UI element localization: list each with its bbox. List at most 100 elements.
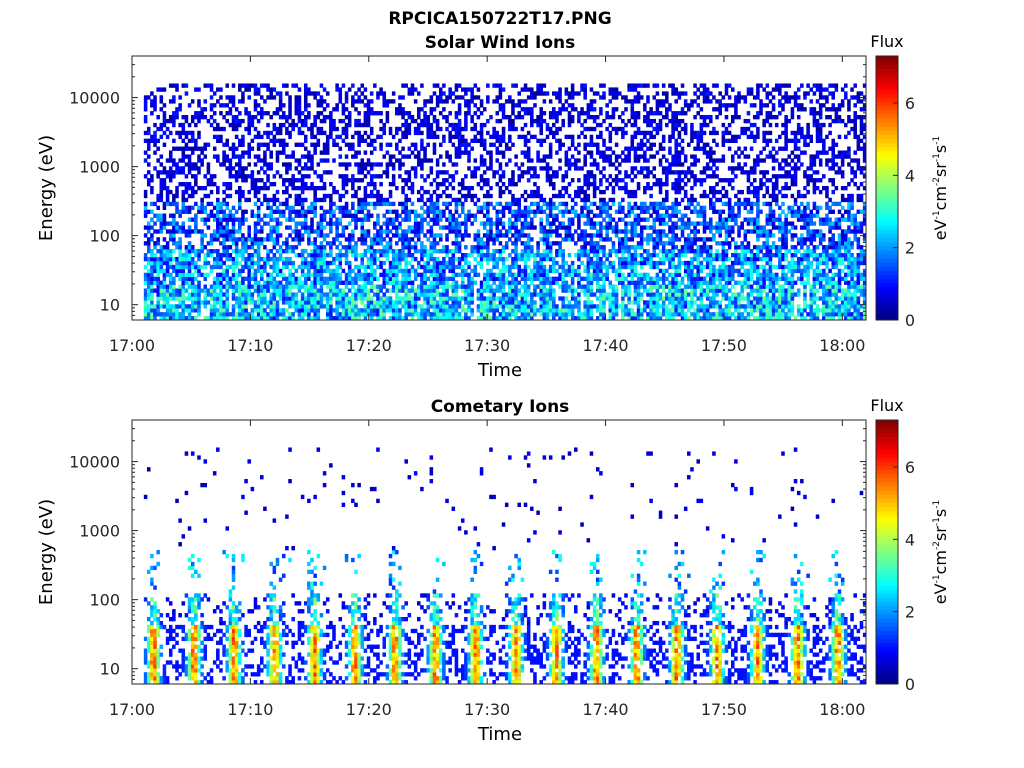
heatmap-cell: [595, 122, 600, 128]
heatmap-cell: [451, 284, 456, 289]
heatmap-cell: [216, 209, 220, 214]
heatmap-cell: [310, 158, 314, 163]
heatmap-cell: [319, 205, 324, 211]
heatmap-cell: [530, 201, 534, 207]
heatmap-cell: [442, 138, 446, 143]
heatmap-cell: [395, 225, 399, 230]
heatmap-cell: [586, 252, 591, 258]
heatmap-cell: [501, 107, 506, 112]
heatmap-cell: [467, 252, 471, 258]
heatmap-cell: [313, 249, 317, 254]
heatmap-cell: [501, 103, 506, 108]
heatmap-cell: [391, 308, 396, 313]
heatmap-cell: [272, 209, 277, 214]
heatmap-cell: [190, 130, 195, 136]
heatmap-cell: [536, 260, 540, 266]
heatmap-cell: [203, 300, 208, 305]
heatmap-cell: [391, 316, 396, 321]
heatmap-cell: [445, 237, 449, 242]
heatmap-cell: [501, 268, 506, 274]
heatmap-cell: [187, 182, 192, 187]
heatmap-cell: [438, 276, 443, 281]
heatmap-cell: [388, 162, 393, 167]
heatmap-cell: [181, 260, 186, 266]
heatmap-cell: [448, 209, 452, 214]
heatmap-cell: [260, 312, 264, 317]
heatmap-cell: [448, 296, 452, 301]
heatmap-cell: [347, 162, 352, 167]
heatmap-cell: [454, 237, 459, 242]
heatmap-cell: [470, 292, 474, 297]
heatmap-cell: [269, 280, 273, 285]
heatmap-cell: [479, 284, 484, 289]
heatmap-cell: [216, 122, 220, 128]
heatmap-cell: [209, 83, 214, 88]
heatmap-cell: [460, 272, 465, 278]
heatmap-cell: [473, 201, 478, 207]
heatmap-cell: [448, 225, 452, 230]
heatmap-cell: [599, 256, 603, 262]
heatmap-cell: [530, 209, 534, 214]
heatmap-cell: [275, 268, 280, 274]
heatmap-cell: [329, 300, 333, 305]
heatmap-cell: [539, 118, 543, 124]
heatmap-cell: [351, 276, 355, 281]
heatmap-cell: [175, 111, 179, 116]
heatmap-cell: [216, 201, 220, 207]
heatmap-cell: [159, 197, 164, 203]
heatmap-cell: [401, 162, 405, 167]
heatmap-cell: [526, 316, 531, 321]
heatmap-cell: [592, 142, 597, 147]
heatmap-cell: [388, 272, 393, 278]
heatmap-cell: [464, 197, 468, 203]
heatmap-cell: [363, 241, 368, 246]
heatmap-cell: [241, 292, 245, 297]
heatmap-cell: [602, 308, 606, 313]
heatmap-cell: [172, 193, 176, 199]
heatmap-cell: [150, 249, 154, 254]
heatmap-cell: [583, 158, 587, 163]
heatmap-cell: [307, 185, 311, 191]
heatmap-cell: [369, 91, 374, 96]
heatmap-cell: [325, 300, 330, 305]
heatmap-cell: [297, 241, 302, 246]
heatmap-cell: [219, 316, 223, 321]
heatmap-cell: [586, 233, 591, 238]
heatmap-cell: [398, 264, 402, 270]
heatmap-cell: [561, 316, 565, 321]
heatmap-cell: [335, 217, 339, 222]
heatmap-cell: [476, 95, 481, 100]
heatmap-cell: [577, 118, 581, 124]
heatmap-cell: [539, 308, 543, 313]
heatmap-cell: [322, 193, 327, 199]
heatmap-cell: [592, 249, 597, 254]
heatmap-cell: [319, 217, 324, 222]
heatmap-cell: [577, 91, 581, 96]
heatmap-cell: [523, 221, 528, 226]
heatmap-cell: [595, 146, 600, 151]
heatmap-cell: [429, 95, 434, 100]
heatmap-cell: [194, 249, 198, 254]
heatmap-cell: [395, 185, 399, 191]
heatmap-cell: [341, 292, 346, 297]
heatmap-cell: [332, 122, 336, 128]
heatmap-cell: [363, 229, 368, 234]
heatmap-cell: [539, 252, 543, 258]
heatmap-cell: [194, 260, 198, 266]
heatmap-cell: [316, 312, 321, 317]
heatmap-cell: [181, 308, 186, 313]
heatmap-cell: [492, 142, 496, 147]
heatmap-cell: [253, 154, 258, 159]
heatmap-cell: [241, 241, 245, 246]
heatmap-cell: [476, 205, 481, 211]
heatmap-cell: [291, 229, 295, 234]
heatmap-cell: [548, 292, 553, 297]
heatmap-cell: [533, 95, 537, 100]
heatmap-cell: [438, 99, 443, 104]
heatmap-cell: [250, 185, 255, 191]
heatmap-cell: [319, 178, 324, 183]
heatmap-cell: [297, 87, 302, 92]
heatmap-cell: [451, 178, 456, 183]
heatmap-cell: [316, 162, 321, 167]
heatmap-cell: [300, 280, 305, 285]
